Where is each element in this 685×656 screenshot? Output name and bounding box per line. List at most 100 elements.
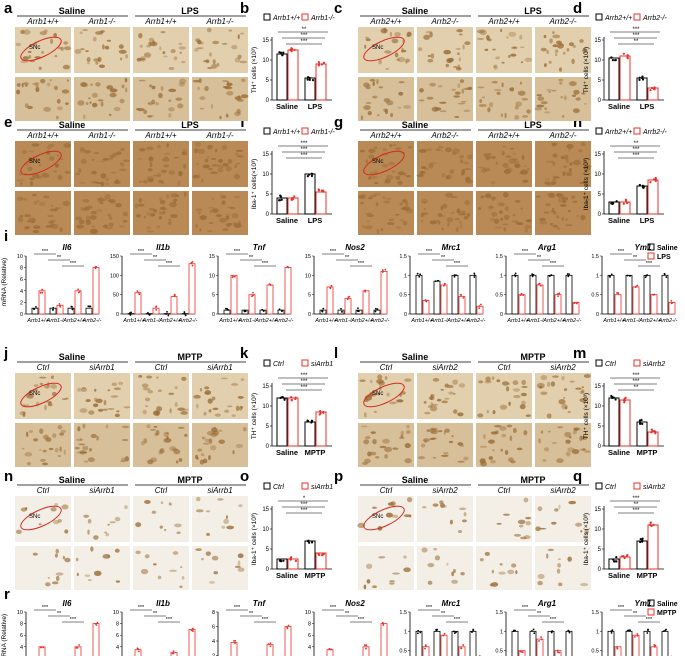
stained-cell [491,376,495,380]
stained-cell [65,102,69,105]
data-point [130,311,132,314]
stained-cell [457,460,465,463]
stained-cell [452,409,458,414]
stained-cell [158,449,163,455]
stained-cell [523,430,528,436]
y-tick-label: 15 [262,507,269,513]
data-point [639,421,642,425]
legend-swatch [595,482,603,490]
category-label-d-1: LPS [640,102,655,111]
sig-label: ** [249,611,254,617]
y-tick-label: 5 [598,424,602,430]
stained-cell [568,500,577,505]
sig-label: *** [300,508,308,514]
category-label-o-0: Saline [276,571,298,580]
legend-label-f-1: Arrb1-/- [310,129,335,136]
stained-cell [525,520,532,526]
stained-cell [389,143,392,148]
data-point [364,290,367,293]
stained-cell [158,179,164,184]
stained-cell [368,177,371,180]
data-point [624,396,627,399]
bar-treated [284,267,292,315]
stained-cell [545,178,550,181]
stained-cell [539,217,546,222]
y-tick-label: 15 [305,254,311,260]
data-point [653,430,656,433]
data-point [136,290,139,293]
group-label-a-0: Saline [59,6,86,16]
stained-cell [220,377,228,380]
bar-saline [415,630,423,656]
stained-cell [421,443,426,448]
micrograph-tile [476,191,532,235]
stained-cell [162,51,166,55]
stained-cell [53,32,57,38]
stained-cell [179,51,182,54]
stained-cell [227,159,233,164]
data-point [425,299,428,302]
stained-cell [229,222,232,225]
stained-cell [138,375,143,378]
stained-cell [545,89,553,91]
category-label: Arrb1+/+ [506,318,529,324]
stained-cell [521,97,529,101]
stained-cell [21,82,24,88]
bar-treated [380,271,388,315]
stained-cell [396,399,404,403]
stained-cell [464,199,471,206]
sig-label: *** [330,605,337,611]
stained-cell [207,66,213,70]
stained-cell [406,424,410,429]
stained-cell [429,405,438,412]
stained-cell [499,426,507,431]
stained-cell [91,225,95,228]
category-label: Arrb2+/+ [158,318,181,324]
micrograph-tile [133,27,189,73]
stained-cell [462,44,465,50]
stained-cell [550,210,556,213]
legend-label-d-0: Arrb2+/+ [604,15,632,22]
stained-cell [510,460,516,464]
stained-cell [51,223,59,230]
stained-cell [168,99,172,102]
stained-cell [142,409,147,415]
stained-cell [89,448,92,452]
stained-cell [549,38,553,44]
data-point [646,632,649,634]
stained-cell [31,221,35,224]
y-tick-label: 0 [598,212,602,218]
stained-cell [490,180,496,185]
stained-cell [432,377,440,382]
sig-label: ** [249,255,254,261]
stained-cell [502,162,509,169]
stained-cell [158,92,163,99]
y-tick-label: 15 [262,384,269,390]
stained-cell [386,222,395,226]
stained-cell [363,412,367,418]
stained-cell [43,195,50,199]
bar-treated [422,300,430,315]
stained-cell [83,114,86,120]
stained-cell [440,205,444,211]
stained-cell [209,445,217,451]
category-label: Arrb1+/+ [410,318,433,324]
data-point [628,274,631,277]
stained-cell [456,52,460,56]
stained-cell [583,374,591,378]
stained-cell [82,423,86,429]
stained-cell [178,170,183,177]
stained-cell [168,113,172,118]
category-label-k-1: MPTP [305,448,326,457]
y-axis-label-r: mRNA (Relative) [1,614,8,656]
panel-letter-b: b [240,0,249,17]
stained-cell [421,547,428,553]
stained-cell [88,410,95,415]
stained-cell [100,181,105,187]
data-point [279,396,282,399]
stained-cell [509,87,514,92]
stained-cell [109,88,118,93]
stained-cell [366,579,371,584]
sig-label: ** [634,141,639,147]
bar-h [619,201,631,215]
